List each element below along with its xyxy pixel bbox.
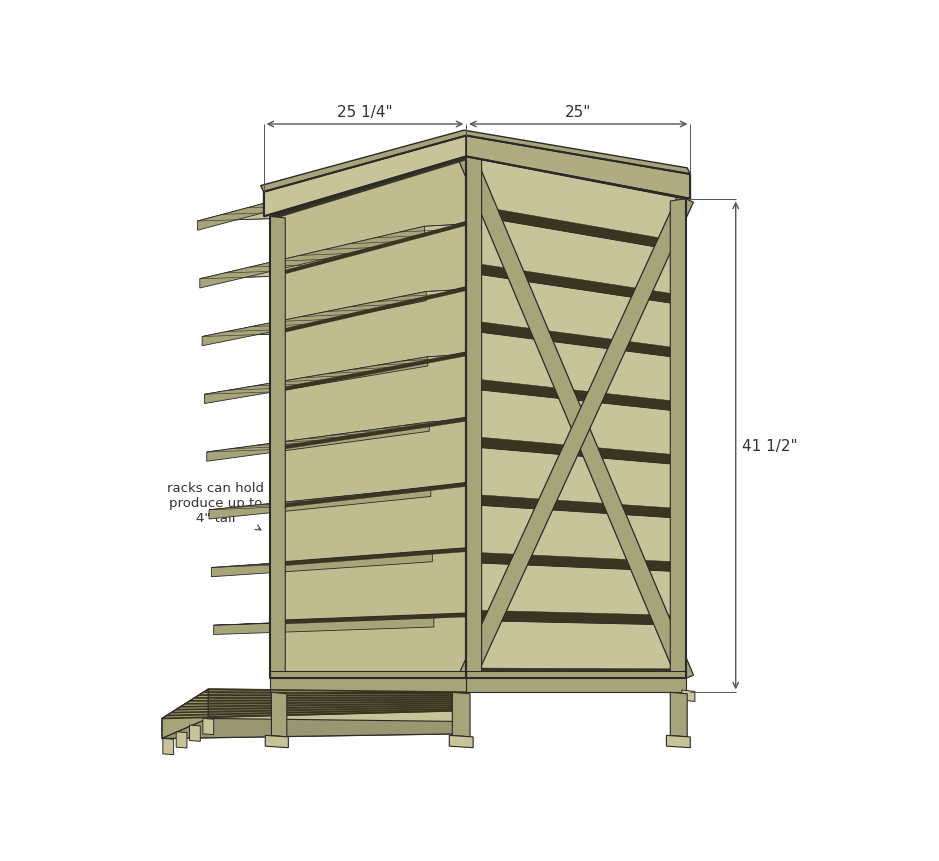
Polygon shape	[207, 420, 467, 453]
Polygon shape	[205, 357, 428, 404]
Polygon shape	[467, 668, 685, 678]
Polygon shape	[467, 320, 685, 359]
Polygon shape	[467, 494, 685, 519]
Polygon shape	[162, 739, 174, 755]
Polygon shape	[200, 225, 467, 280]
Polygon shape	[177, 732, 187, 748]
Polygon shape	[670, 692, 687, 737]
Polygon shape	[453, 692, 470, 737]
Polygon shape	[211, 553, 432, 577]
Polygon shape	[203, 719, 214, 734]
Polygon shape	[269, 418, 467, 452]
Text: 25 1/4": 25 1/4"	[337, 105, 393, 121]
Polygon shape	[211, 550, 467, 568]
Polygon shape	[269, 353, 467, 394]
Polygon shape	[682, 691, 695, 702]
Polygon shape	[269, 222, 467, 279]
Polygon shape	[261, 131, 690, 193]
Polygon shape	[667, 735, 690, 748]
Polygon shape	[467, 136, 690, 200]
Polygon shape	[269, 288, 467, 337]
Polygon shape	[449, 735, 473, 748]
Polygon shape	[269, 483, 467, 510]
Polygon shape	[207, 423, 429, 461]
Polygon shape	[202, 290, 467, 338]
Polygon shape	[197, 162, 423, 231]
Polygon shape	[202, 292, 426, 346]
Polygon shape	[205, 355, 467, 395]
Polygon shape	[269, 613, 467, 625]
Text: 25": 25"	[565, 105, 592, 121]
Polygon shape	[269, 158, 467, 678]
Polygon shape	[265, 735, 288, 748]
Polygon shape	[269, 217, 285, 678]
Polygon shape	[467, 379, 685, 412]
Polygon shape	[214, 616, 467, 626]
Polygon shape	[264, 136, 467, 217]
Polygon shape	[467, 205, 685, 252]
Polygon shape	[190, 725, 200, 741]
Polygon shape	[162, 690, 208, 739]
Polygon shape	[197, 159, 467, 222]
Polygon shape	[162, 711, 454, 739]
Polygon shape	[162, 690, 467, 719]
Polygon shape	[209, 487, 431, 519]
Polygon shape	[200, 227, 424, 288]
Polygon shape	[269, 158, 467, 221]
Polygon shape	[458, 196, 693, 682]
Polygon shape	[467, 671, 685, 692]
Polygon shape	[271, 692, 286, 737]
Polygon shape	[269, 671, 467, 692]
Polygon shape	[467, 552, 685, 572]
Polygon shape	[467, 158, 482, 678]
Polygon shape	[458, 154, 694, 682]
Polygon shape	[467, 610, 685, 625]
Polygon shape	[670, 200, 685, 678]
Text: racks can hold
produce up to
4" tall: racks can hold produce up to 4" tall	[167, 482, 265, 530]
Polygon shape	[467, 437, 685, 466]
Polygon shape	[214, 618, 434, 635]
Polygon shape	[269, 548, 467, 567]
Polygon shape	[467, 158, 685, 678]
Polygon shape	[209, 486, 467, 511]
Polygon shape	[162, 719, 467, 739]
Polygon shape	[467, 263, 685, 306]
Text: 41 1/2": 41 1/2"	[742, 438, 797, 454]
